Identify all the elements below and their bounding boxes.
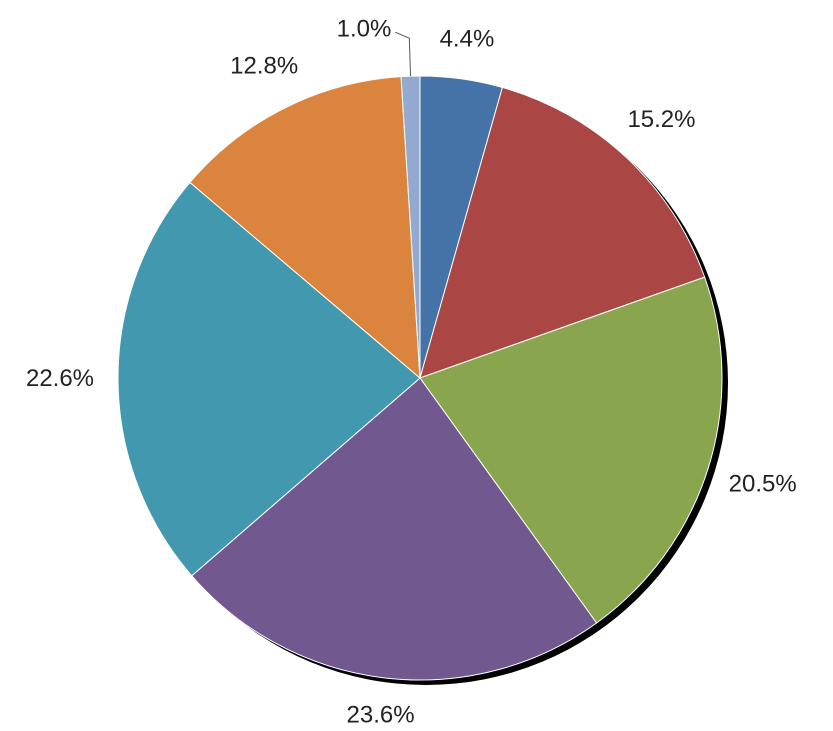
data-label: 22.6% xyxy=(26,365,94,392)
pie-slice xyxy=(419,86,706,379)
pie-slice xyxy=(189,76,421,380)
data-label: 4.4% xyxy=(440,26,495,53)
pie-slice xyxy=(117,181,421,577)
data-label: 23.6% xyxy=(347,702,415,729)
data-label: 12.8% xyxy=(230,52,298,79)
leader-line xyxy=(395,31,412,77)
data-label: 15.2% xyxy=(627,106,695,133)
pie-slice xyxy=(419,276,723,624)
pie-slice xyxy=(191,377,598,681)
data-label: 1.0% xyxy=(337,16,392,43)
data-label: 20.5% xyxy=(729,470,797,497)
